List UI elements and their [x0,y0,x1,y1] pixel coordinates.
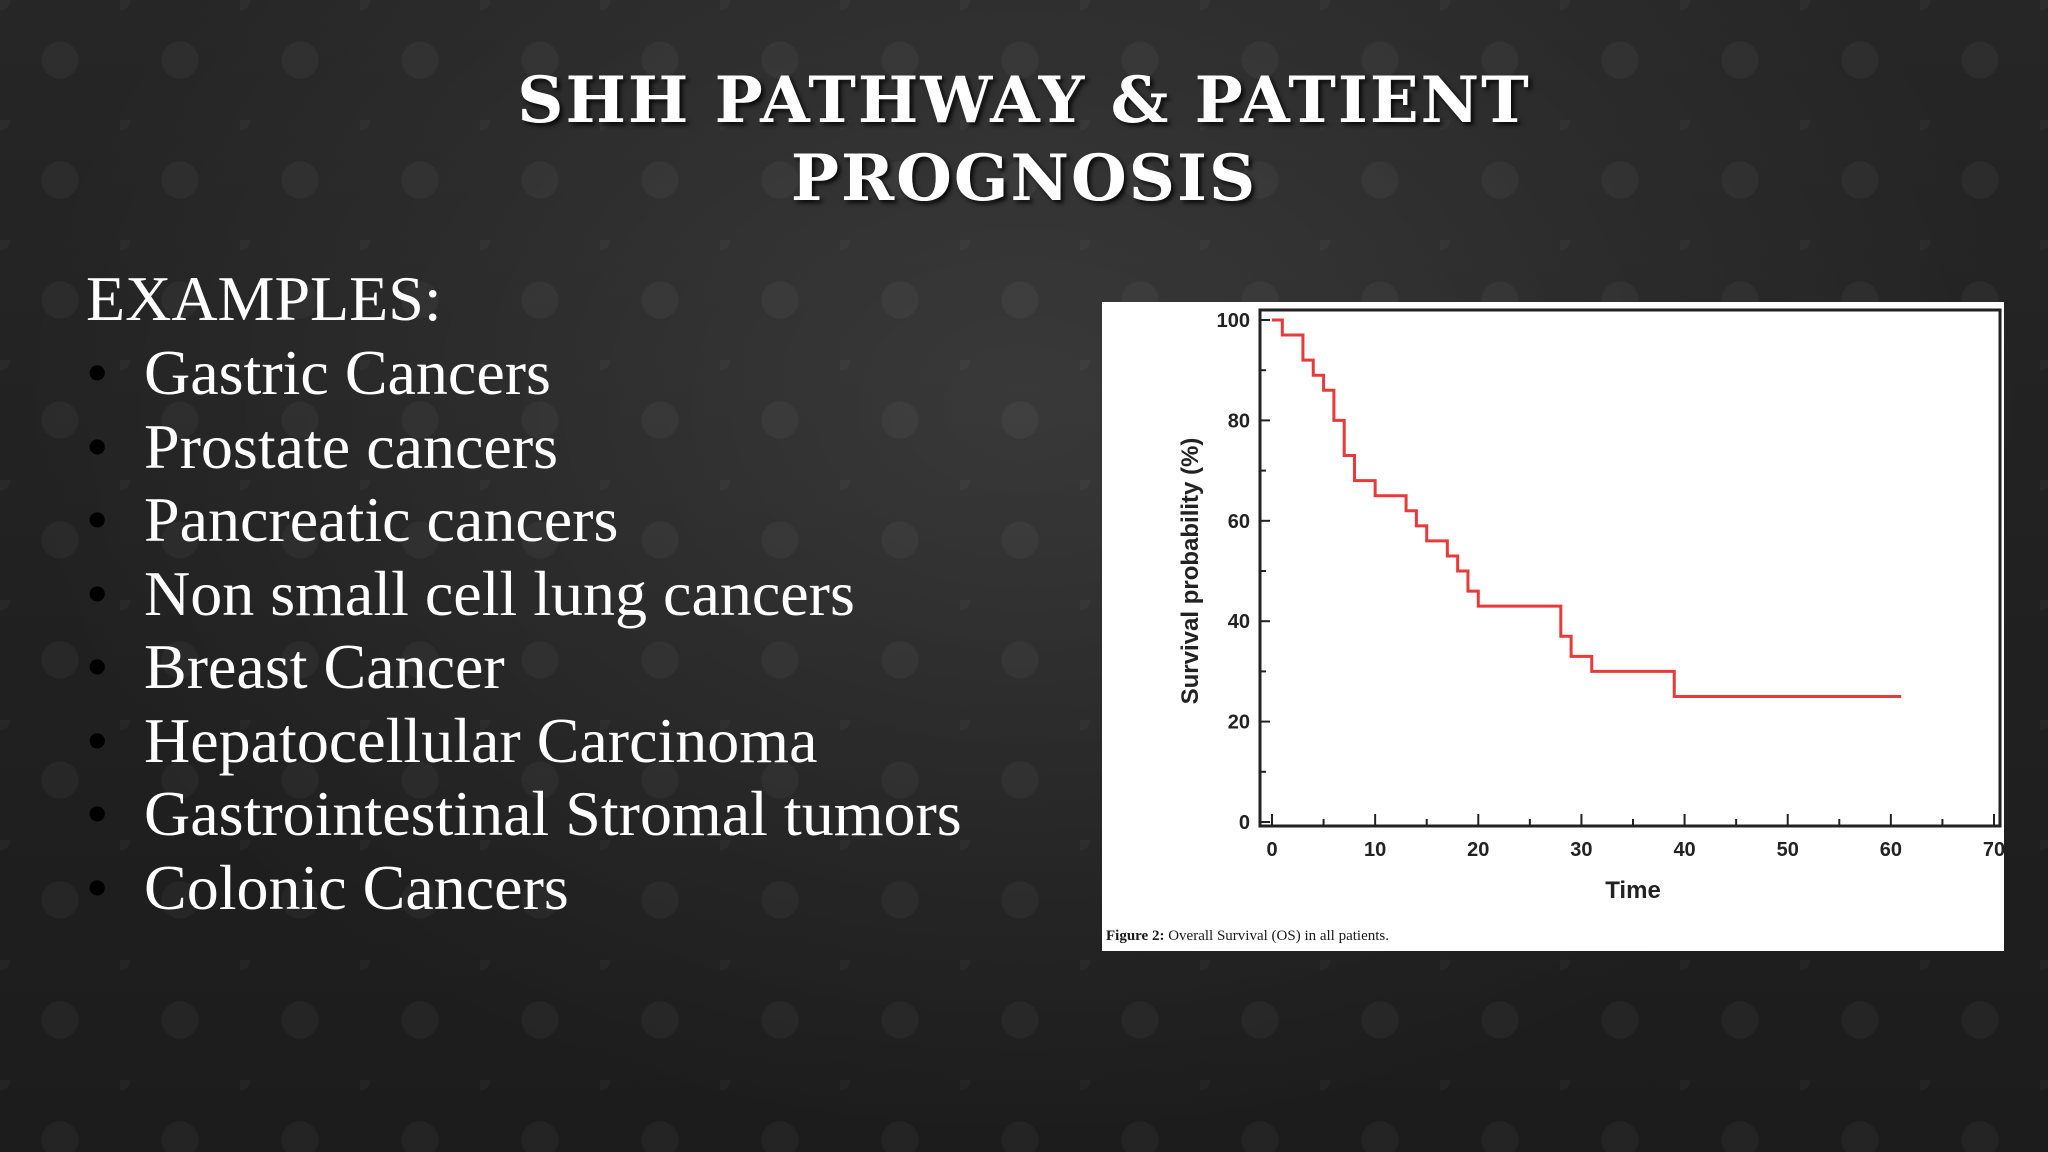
figure-caption: Figure 2: Overall Survival (OS) in all p… [1106,928,1389,945]
y-tick-label: 40 [1228,611,1250,633]
y-tick-label: 80 [1228,410,1250,432]
y-tick-label: 0 [1239,812,1250,834]
y-tick-label: 100 [1217,310,1250,332]
survival-chart: 0 20 40 60 80 100 0 10 20 30 40 50 60 70 Time Survival … [1177,308,2004,904]
list-item: Non small cell lung cancers [86,557,1126,631]
y-tick-label: 60 [1228,511,1250,533]
y-axis-label: Survival probability (%) [1177,438,1204,705]
list-item: Prostate cancers [86,410,1126,484]
slide-title: SHH PATHWAY & PATIENT PROGNOSIS [0,62,2048,218]
x-tick-label: 20 [1467,839,1489,861]
survival-figure: 0 20 40 60 80 100 0 10 20 30 40 50 60 70 Time Survival … [1102,302,2004,951]
list-item: Gastric Cancers [86,336,1126,410]
slide-title-line2: PROGNOSIS [790,141,1258,216]
examples-heading: EXAMPLES: [86,263,442,334]
list-item: Pancreatic cancers [86,483,1126,557]
x-axis-label: Time [1605,877,1661,904]
list-item: Hepatocellular Carcinoma [86,704,1126,778]
examples-list: Gastric Cancers Prostate cancers Pancrea… [86,336,1126,924]
list-item: Colonic Cancers [86,851,1126,925]
y-tick-label: 20 [1228,712,1250,734]
figure-caption-label: Figure 2: [1106,928,1165,944]
x-tick-label: 30 [1570,839,1592,861]
plot-frame [1258,308,2002,828]
x-tick-label: 50 [1777,839,1799,861]
x-tick-label: 10 [1364,839,1386,861]
x-tick-label: 60 [1880,839,1902,861]
figure-caption-text: Overall Survival (OS) in all patients. [1168,928,1390,944]
x-tick-label: 40 [1673,839,1695,861]
survival-curve [1272,318,1902,698]
examples-section: EXAMPLES: Gastric Cancers Prostate cance… [86,262,1126,924]
x-tick-label: 70 [1983,839,2004,861]
list-item: Gastrointestinal Stromal tumors [86,777,1126,851]
slide-title-line1: SHH PATHWAY & PATIENT [517,63,1531,138]
x-tick-label: 0 [1266,839,1277,861]
list-item: Breast Cancer [86,630,1126,704]
